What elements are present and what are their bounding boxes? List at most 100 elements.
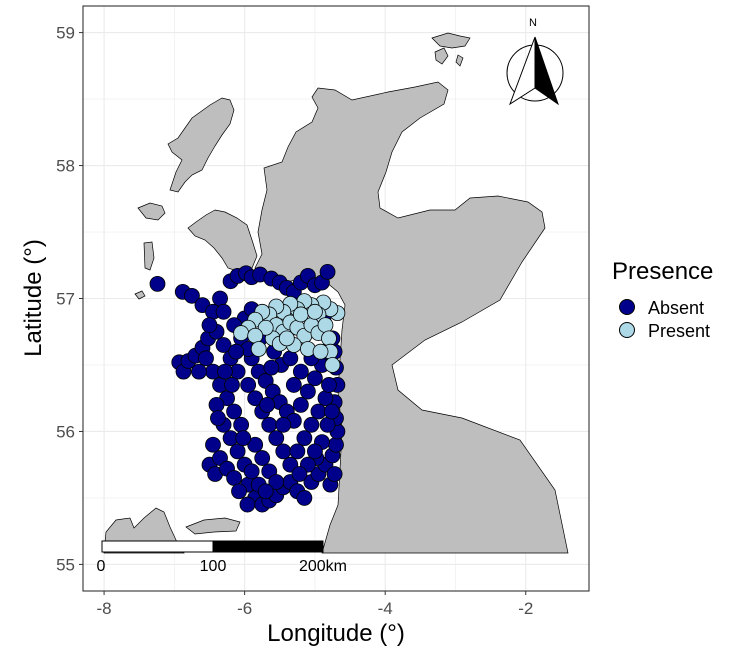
- absent-point: [303, 416, 320, 433]
- absent-point: [235, 430, 252, 447]
- absent-point: [247, 390, 264, 407]
- x-tick-label: -8: [97, 599, 112, 618]
- scale-bar: 0 100 200km: [97, 540, 347, 575]
- legend: Presence Absent Present: [612, 258, 713, 341]
- x-tick-label: -6: [237, 599, 252, 618]
- absent-point: [328, 436, 344, 453]
- absent-point: [310, 403, 327, 420]
- absent-point: [307, 443, 323, 460]
- orkney-island-1: [431, 32, 471, 49]
- mainland-scotland: [254, 81, 569, 554]
- x-tick-label: -2: [518, 599, 533, 618]
- absent-point: [321, 377, 337, 393]
- legend-key-present: [619, 322, 635, 338]
- absent-point: [268, 474, 285, 490]
- absent-point: [296, 490, 313, 506]
- absent-point: [292, 396, 309, 413]
- absent-point: [198, 350, 214, 367]
- orkney-island-3: [455, 54, 464, 67]
- north-arrow: N: [506, 17, 564, 106]
- y-axis: 55 56 57 58 59: [56, 24, 83, 574]
- absent-point: [239, 496, 256, 513]
- north-arrow-right-half: [534, 36, 559, 106]
- barra-island: [134, 290, 146, 300]
- y-axis-title: Latitude (°): [20, 239, 47, 357]
- lewis-harris-island: [167, 97, 235, 193]
- legend-label-absent: Absent: [648, 298, 704, 318]
- present-points: [233, 293, 346, 373]
- y-tick-label: 55: [56, 555, 75, 574]
- y-tick-label: 56: [56, 422, 75, 441]
- absent-point: [229, 443, 246, 460]
- absent-point: [254, 450, 271, 466]
- present-point: [324, 357, 341, 373]
- absent-point: [285, 377, 302, 393]
- present-point: [292, 306, 309, 323]
- absent-point: [217, 363, 233, 380]
- absent-point: [215, 337, 232, 353]
- absent-point: [282, 350, 299, 367]
- absent-point: [268, 430, 285, 447]
- absent-point: [226, 470, 242, 486]
- land-mass: [103, 32, 569, 554]
- absent-point: [299, 383, 316, 400]
- present-point: [257, 319, 274, 336]
- legend-key-absent: [619, 299, 635, 315]
- absent-point: [208, 396, 225, 413]
- absent-point: [263, 359, 280, 376]
- absent-point: [319, 416, 336, 433]
- absent-point: [275, 416, 292, 433]
- legend-title: Presence: [612, 258, 713, 285]
- present-point: [312, 343, 329, 360]
- absent-point: [184, 287, 200, 304]
- present-point: [307, 303, 323, 320]
- absent-point: [319, 264, 336, 280]
- skye-island: [187, 209, 258, 273]
- absent-point: [291, 466, 308, 482]
- absent-point: [243, 463, 260, 480]
- absent-point: [205, 436, 221, 453]
- absent-point: [240, 377, 257, 393]
- y-tick-label: 57: [56, 290, 75, 309]
- absent-point: [261, 416, 278, 433]
- absent-point: [326, 466, 343, 482]
- absent-point: [296, 430, 313, 447]
- absent-point: [231, 483, 247, 500]
- present-point: [278, 330, 295, 347]
- absent-point: [201, 317, 218, 333]
- ireland-coast-2: [185, 517, 241, 535]
- present-point: [233, 325, 250, 341]
- legend-label-present: Present: [648, 321, 710, 341]
- y-tick-label: 59: [56, 24, 75, 43]
- absent-point: [233, 416, 250, 433]
- absent-point: [224, 377, 240, 393]
- absent-point: [191, 363, 207, 380]
- absent-point: [275, 443, 292, 460]
- absent-point: [212, 290, 228, 307]
- scale-bar-white-segment: [101, 540, 214, 553]
- x-axis-title: Longitude (°): [267, 620, 405, 647]
- scale-label-100: 100: [200, 558, 227, 575]
- absent-point: [228, 343, 245, 360]
- absent-point: [307, 370, 323, 387]
- absent-point: [210, 410, 226, 427]
- scale-label-200: 200km: [299, 558, 347, 575]
- benbecula-island: [143, 241, 155, 271]
- scale-label-0: 0: [97, 558, 106, 575]
- absent-point: [257, 483, 274, 500]
- north-uist-island: [137, 202, 166, 221]
- absent-point: [259, 396, 276, 413]
- x-axis: -8 -6 -4 -2: [97, 591, 533, 618]
- present-point: [317, 317, 334, 333]
- absent-point: [323, 403, 340, 420]
- absent-point: [149, 275, 166, 292]
- present-point: [250, 341, 267, 357]
- x-tick-label: -4: [378, 599, 393, 618]
- absent-point: [226, 403, 242, 420]
- absent-point: [289, 443, 306, 460]
- scale-bar-black-segment: [212, 540, 324, 553]
- present-point: [247, 327, 264, 344]
- north-label: N: [529, 17, 537, 29]
- absent-point: [215, 303, 232, 320]
